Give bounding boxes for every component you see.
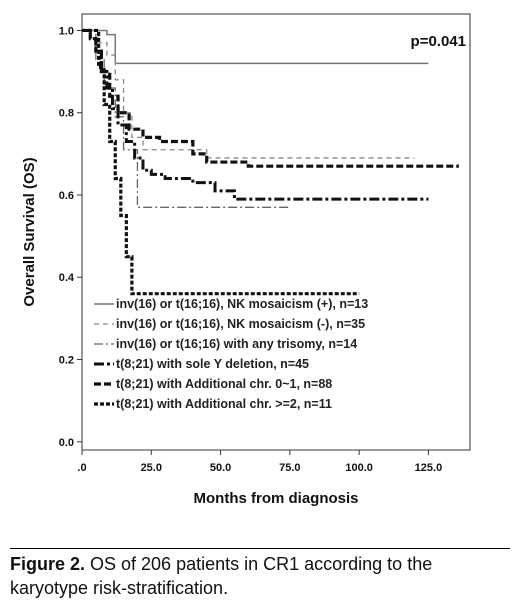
legend-label: t(8;21) with sole Y deletion, n=45: [116, 357, 309, 371]
legend-label: t(8;21) with Additional chr. 0~1, n=88: [116, 377, 332, 391]
series-line-6: [82, 28, 360, 296]
y-tick-label: 0.4: [59, 272, 75, 284]
p-value-annotation: p=0.041: [411, 33, 466, 50]
x-tick-label: 125.0: [415, 462, 443, 474]
series-line-2: [82, 29, 415, 159]
legend-label: inv(16) or t(16;16) with any trisomy, n=…: [116, 337, 357, 351]
y-tick-label: 0.8: [59, 108, 74, 120]
survival-chart: 0.0 0.2 0.4 0.6 0.8 1.0 .0 25.0 50.0 75.0 100.0 12…: [21, 13, 471, 507]
y-tick-label: 0.6: [59, 190, 74, 202]
series-line-1: [82, 29, 429, 65]
x-axis: .0 25.0 50.0 75.0 100.0 125.0: [77, 450, 442, 474]
legend: inv(16) or t(16;16), NK mosaicism (+), n…: [94, 297, 368, 411]
y-axis: 0.0 0.2 0.4 0.6 0.8 1.0: [59, 25, 82, 449]
series-line-5: [82, 28, 459, 168]
series-line-3: [82, 29, 290, 208]
caption-divider: [10, 548, 510, 549]
y-tick-label: 0.0: [59, 437, 74, 449]
x-tick-label: 50.0: [210, 462, 231, 474]
x-tick-label: .0: [77, 462, 86, 474]
y-tick-label: 1.0: [59, 25, 74, 37]
legend-label: t(8;21) with Additional chr. >=2, n=11: [116, 397, 332, 411]
series-layer: [82, 28, 459, 296]
x-axis-title: Months from diagnosis: [194, 490, 359, 507]
caption-text: OS of 206 patients in CR1 according to t…: [10, 554, 433, 598]
x-tick-label: 25.0: [141, 462, 162, 474]
y-tick-label: 0.2: [59, 355, 74, 367]
x-tick-label: 100.0: [345, 462, 373, 474]
legend-label: inv(16) or t(16;16), NK mosaicism (-), n…: [116, 317, 365, 331]
plot-frame: [81, 13, 471, 451]
y-axis-title: Overall Survival (OS): [21, 157, 38, 306]
x-tick-label: 75.0: [279, 462, 300, 474]
legend-label: inv(16) or t(16;16), NK mosaicism (+), n…: [116, 297, 368, 311]
caption-label: Figure 2.: [10, 554, 86, 574]
figure-caption: Figure 2. OS of 206 patients in CR1 acco…: [10, 552, 515, 600]
series-line-4: [82, 28, 429, 201]
